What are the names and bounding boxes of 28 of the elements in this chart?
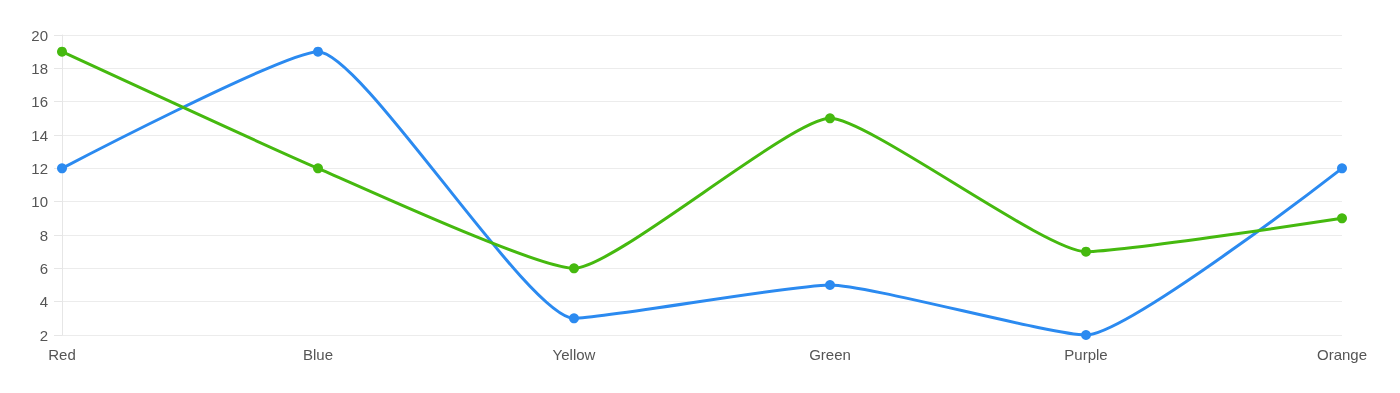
point — [313, 46, 323, 57]
y-tick-label: 10 — [31, 193, 48, 211]
x-tick-label: Orange — [1316, 346, 1368, 363]
y-tick-label: 12 — [31, 159, 48, 177]
point — [825, 280, 835, 290]
y-tick-label: 14 — [31, 126, 48, 144]
y-tick-label: 4 — [39, 293, 48, 311]
point — [1081, 330, 1091, 340]
point — [57, 46, 67, 57]
x-tick-label: Purple — [1064, 346, 1108, 363]
x-tick-label: Blue — [302, 346, 334, 363]
y-tick-label: 6 — [39, 259, 48, 277]
point — [1337, 213, 1347, 224]
y-tick-label: 20 — [31, 26, 48, 44]
x-tick-label: Green — [809, 346, 851, 363]
y-tick-label: 2 — [39, 326, 48, 344]
point — [569, 313, 579, 324]
point — [569, 263, 579, 274]
x-tick-label: Red — [48, 346, 76, 363]
y-tick-label: 8 — [39, 226, 48, 244]
point — [57, 163, 67, 174]
point — [825, 113, 835, 124]
y-tick-label: 18 — [31, 59, 48, 77]
x-tick-label: Yellow — [552, 346, 596, 363]
y-tick-label: 16 — [31, 93, 48, 111]
point — [1081, 246, 1091, 257]
point — [313, 163, 323, 174]
point — [1337, 163, 1347, 174]
